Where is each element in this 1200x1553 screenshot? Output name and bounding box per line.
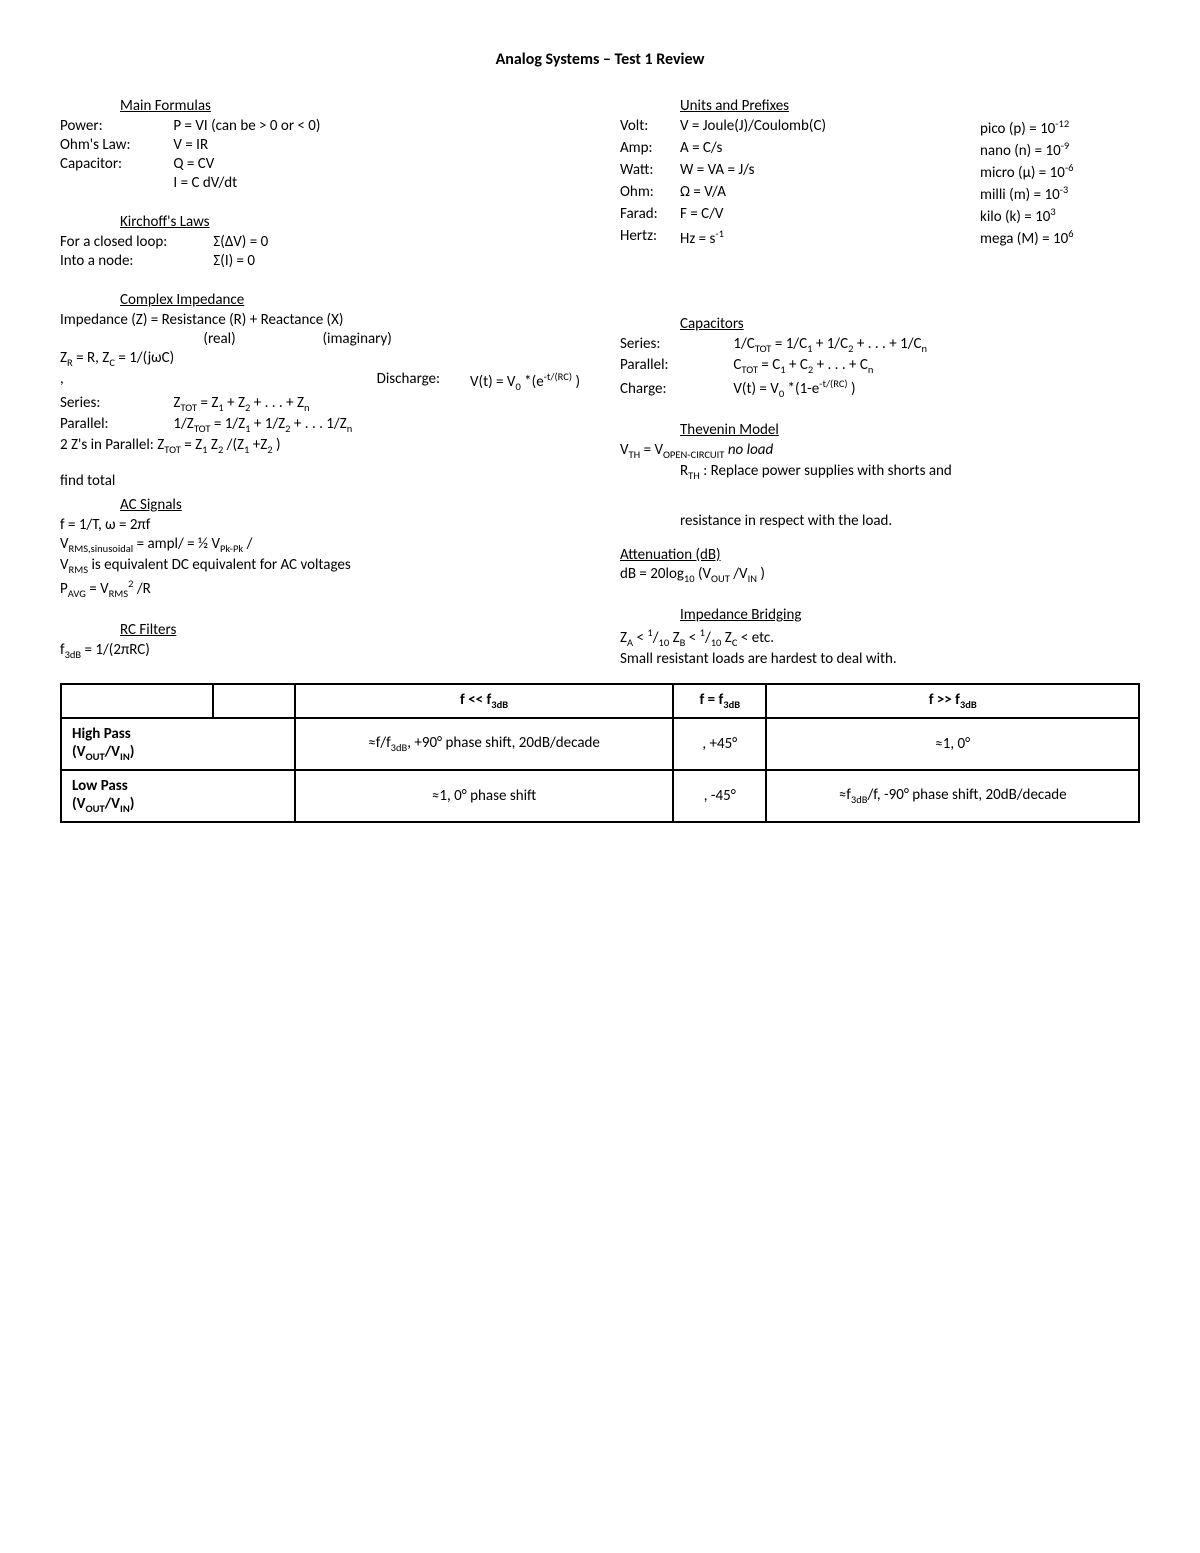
z-two-parallel: 2 Z's in Parallel: ZTOT = Z1 Z2 /(Z1 +Z2… xyxy=(60,436,580,456)
kirchoff-head: Kirchoff's Laws xyxy=(120,213,580,231)
cap-parallel: Parallel: CTOT = C1 + C2 + . . . + Cn xyxy=(620,356,1140,376)
header-blank xyxy=(61,684,213,718)
bridge-note: Small resistant loads are hardest to dea… xyxy=(620,650,1140,668)
capacitor-value-2: I = C dV/dt xyxy=(173,174,237,192)
capacitor-line-2: I = C dV/dt xyxy=(60,174,580,192)
hp-c1: ≈f/f3dB, +90° phase shift, 20dB/decade xyxy=(295,718,673,770)
capacitor-value-1: Q = CV xyxy=(173,155,214,173)
attenuation-head: Attenuation (dB) xyxy=(620,546,1140,564)
vth: VTH = VOPEN-CIRCUIT no load xyxy=(620,441,1140,461)
main-formulas-head: Main Formulas xyxy=(120,97,580,115)
z-series: Series: ZTOT = Z1 + Z2 + . . . + Zn xyxy=(60,394,580,414)
bridge-head: Impedance Bridging xyxy=(680,606,1140,624)
kirchoff-loop: For a closed loop: Σ(ΔV) = 0 xyxy=(60,233,580,251)
kirchoff-node: Into a node: Σ(I) = 0 xyxy=(60,252,580,270)
header-low-f: f << f3dB xyxy=(295,684,673,718)
lp-c3: ≈f3dB/f, -90° phase shift, 20dB/decade xyxy=(766,770,1139,822)
units-row: Amp:A = C/snano (n) = 10-9 xyxy=(620,139,1140,160)
power-line: Power: P = VI (can be > 0 or < 0) xyxy=(60,117,580,135)
f3db: f3dB = 1/(2πRC) xyxy=(60,641,580,661)
header-eq-f: f = f3dB xyxy=(673,684,766,718)
capacitors-head: Capacitors xyxy=(680,315,1140,333)
right-column: Units and Prefixes Volt:V = Joule(J)/Cou… xyxy=(620,91,1140,669)
loop-label: For a closed loop: xyxy=(60,233,210,251)
cap-series: Series: 1/CTOT = 1/C1 + 1/C2 + . . . + 1… xyxy=(620,335,1140,355)
page-title: Analog Systems – Test 1 Review xyxy=(60,50,1140,69)
find-total: find total xyxy=(60,472,580,490)
high-pass-row: High Pass (VOUT/VIN) ≈f/f3dB, +90° phase… xyxy=(61,718,1139,770)
low-pass-label: Low Pass (VOUT/VIN) xyxy=(61,770,295,822)
lp-c2: , -45° xyxy=(673,770,766,822)
impedance-def: Impedance (Z) = Resistance (R) + Reactan… xyxy=(60,311,580,329)
complex-head: Complex Impedance xyxy=(120,291,580,309)
units-head: Units and Prefixes xyxy=(680,97,1140,115)
low-pass-row: Low Pass (VOUT/VIN) ≈1, 0° phase shift ,… xyxy=(61,770,1139,822)
units-row: Hertz:Hz = s-1mega (M) = 106 xyxy=(620,227,1140,248)
power-value: P = VI (can be > 0 or < 0) xyxy=(173,117,320,135)
thev-l3: resistance in respect with the load. xyxy=(680,512,1140,530)
ohm-value: V = IR xyxy=(173,136,208,154)
two-column-layout: Main Formulas Power: P = VI (can be > 0 … xyxy=(60,91,1140,669)
ohm-label: Ohm's Law: xyxy=(60,136,170,154)
capacitor-label: Capacitor: xyxy=(60,155,170,173)
units-row: Volt:V = Joule(J)/Coulomb(C)pico (p) = 1… xyxy=(620,117,1140,138)
ac-head: AC Signals xyxy=(120,496,580,514)
units-row: Farad:F = C/Vkilo (k) = 103 xyxy=(620,205,1140,226)
vrms-ampl: VRMS,sinusoidal = ampl/ = ½ VPk-Pk / xyxy=(60,535,580,555)
high-pass-label: High Pass (VOUT/VIN) xyxy=(61,718,295,770)
units-row: Watt:W = VA = J/smicro (μ) = 10-6 xyxy=(620,161,1140,182)
capacitor-line-1: Capacitor: Q = CV xyxy=(60,155,580,173)
left-column: Main Formulas Power: P = VI (can be > 0 … xyxy=(60,91,580,669)
rth: RTH : Replace power supplies with shorts… xyxy=(680,462,1140,482)
ac-freq: f = 1/T, ω = 2πf xyxy=(60,516,580,534)
z-parallel: Parallel: 1/ZTOT = 1/Z1 + 1/Z2 + . . . 1… xyxy=(60,415,580,435)
node-value: Σ(I) = 0 xyxy=(213,252,255,270)
hp-c3: ≈1, 0° xyxy=(766,718,1139,770)
units-block: Volt:V = Joule(J)/Coulomb(C)pico (p) = 1… xyxy=(620,117,1140,248)
hp-c2: , +45° xyxy=(673,718,766,770)
ohms-law-line: Ohm's Law: V = IR xyxy=(60,136,580,154)
lp-c1: ≈1, 0° phase shift xyxy=(295,770,673,822)
bridge-ineq: ZA < 1/10 ZB < 1/10 ZC < etc. xyxy=(620,626,1140,649)
vrms-desc: VRMS is equivalent DC equivalent for AC … xyxy=(60,556,580,576)
pavg: PAVG = VRMS2 /R xyxy=(60,577,580,600)
power-label: Power: xyxy=(60,117,170,135)
zr-zc: ZR = R, ZC = 1/(jωC) xyxy=(60,349,580,369)
cap-charge: Charge: V(t) = V0 *(1-e-t/(RC) ) xyxy=(620,377,1140,400)
real-imag: (real) (imaginary) xyxy=(60,330,580,348)
node-label: Into a node: xyxy=(60,252,210,270)
rc-head: RC Filters xyxy=(120,621,580,639)
filter-header-row: f << f3dB f = f3dB f >> f3dB xyxy=(61,684,1139,718)
header-high-f: f >> f3dB xyxy=(766,684,1139,718)
units-row: Ohm:Ω = V/Amilli (m) = 10-3 xyxy=(620,183,1140,204)
db-formula: dB = 20log10 (VOUT /VIN ) xyxy=(620,565,1140,585)
discharge-line: , Discharge: V(t) = V0 *(e-t/(RC) ) xyxy=(60,370,580,393)
filter-table: f << f3dB f = f3dB f >> f3dB High Pass (… xyxy=(60,683,1140,823)
loop-value: Σ(ΔV) = 0 xyxy=(213,233,268,251)
thevenin-head: Thevenin Model xyxy=(680,421,1140,439)
